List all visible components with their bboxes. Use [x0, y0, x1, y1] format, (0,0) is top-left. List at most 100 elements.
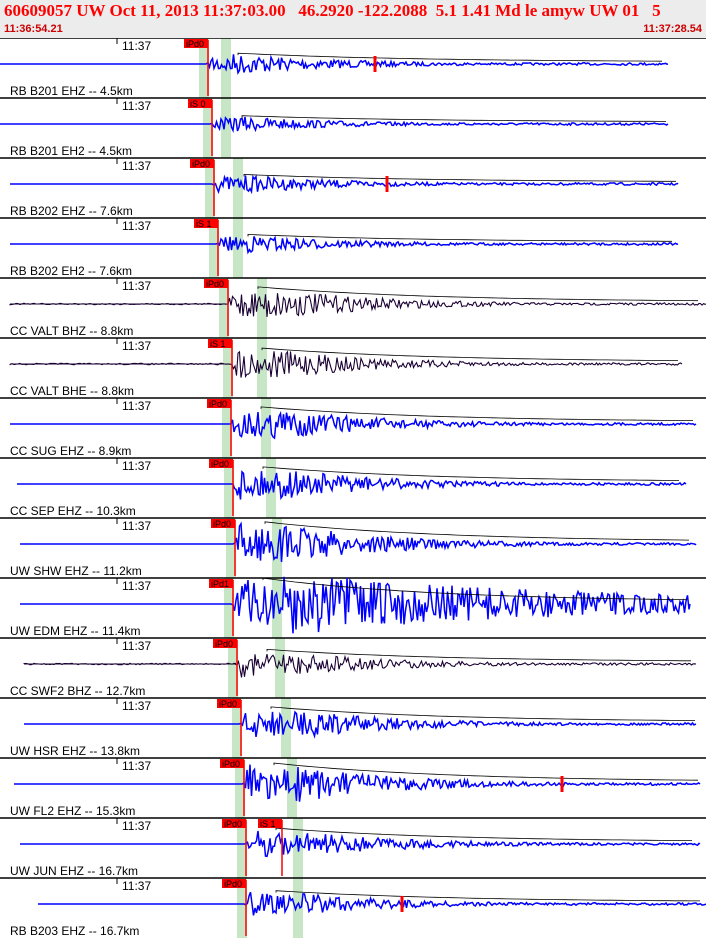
coda-duration-curve — [273, 762, 699, 781]
waveform[interactable] — [0, 116, 669, 134]
pick-flag[interactable] — [222, 879, 246, 888]
pick-flag[interactable] — [220, 759, 244, 768]
pick-flag[interactable] — [207, 399, 231, 408]
waveform[interactable] — [10, 293, 706, 317]
trace-row[interactable]: 11:37 iPd1 UW EDM EHZ -- 11.4km — [0, 576, 706, 638]
waveform[interactable] — [20, 576, 691, 634]
coda-duration-curve — [261, 347, 678, 361]
coda-duration-curve — [266, 648, 691, 662]
pick-flag[interactable] — [209, 579, 233, 588]
coda-duration-curve — [243, 173, 676, 182]
pick-label: iPd0 — [222, 759, 240, 769]
time-tick-label: 11:37 — [122, 639, 151, 653]
trace-row[interactable]: 11:37 iS 1 RB B202 EH2 -- 7.6km — [0, 217, 706, 278]
pick-label: iPd0 — [192, 159, 210, 169]
pick-label: iPd0 — [224, 819, 242, 829]
pick-flag[interactable] — [188, 99, 212, 108]
time-tick-label: 11:37 — [122, 339, 151, 353]
end-time: 11:37:28.54 — [643, 23, 702, 35]
trace-row[interactable]: 11:37 iPd0 CC SUG EHZ -- 8.9km — [0, 397, 706, 458]
coda-duration-curve — [262, 577, 688, 601]
station-label: RB B202 EHZ -- 7.6km — [10, 204, 133, 218]
waveform[interactable] — [20, 521, 697, 562]
coda-end-marker[interactable] — [385, 176, 389, 192]
trace-row[interactable]: 11:37 iS 0 RB B201 EH2 -- 4.5km — [0, 97, 706, 158]
waveform[interactable] — [10, 350, 683, 379]
time-tick-label: 11:37 — [122, 99, 151, 113]
waveform[interactable] — [0, 54, 669, 75]
pick-label: iS 0 — [190, 99, 206, 109]
waveform[interactable] — [20, 830, 701, 858]
pick-flag[interactable] — [208, 339, 232, 348]
coda-duration-curve — [247, 233, 672, 242]
coda-duration-curve — [241, 115, 666, 122]
trace-row[interactable]: 11:37 iPd0 UW HSR EHZ -- 13.8km — [0, 697, 706, 758]
coda-duration-curve — [237, 52, 663, 62]
trace-row[interactable]: 11:37 iPd0 RB B203 EHZ -- 16.7km — [0, 877, 706, 938]
station-label: RB B203 EHZ -- 16.7km — [10, 924, 139, 938]
pick-flag[interactable] — [213, 639, 237, 648]
pick-flag[interactable] — [190, 159, 214, 168]
pick-flag[interactable] — [194, 219, 218, 228]
time-tick-label: 11:37 — [122, 399, 151, 413]
s-pick-flag[interactable] — [258, 819, 282, 828]
waveform[interactable] — [10, 235, 679, 255]
trace-row[interactable]: 11:37 iPd0 iS 1 UW JUN EHZ -- 16.7km — [0, 817, 706, 878]
time-tick-label: 11:37 — [122, 579, 151, 593]
pick-label: iS 1 — [210, 339, 226, 349]
time-tick-label: 11:37 — [122, 279, 151, 293]
pick-flag[interactable] — [211, 519, 235, 528]
station-label: CC SUG EHZ -- 8.9km — [10, 444, 131, 458]
time-tick-label: 11:37 — [122, 819, 151, 833]
waveform[interactable] — [38, 891, 706, 916]
station-label: UW EDM EHZ -- 11.4km — [10, 624, 140, 638]
time-tick-label: 11:37 — [122, 219, 151, 233]
station-label: CC SEP EHZ -- 10.3km — [10, 504, 136, 518]
trace-row[interactable]: 11:37 iPd0 CC VALT BHZ -- 8.8km — [0, 277, 706, 338]
pick-label: iPd0 — [206, 279, 224, 289]
pick-flag[interactable] — [217, 699, 241, 708]
station-label: UW JUN EHZ -- 16.7km — [10, 864, 138, 878]
trace-row[interactable]: 11:37 iPd0 UW FL2 EHZ -- 15.3km — [0, 757, 706, 818]
waveform[interactable] — [17, 470, 687, 501]
pick-label: iPd0 — [219, 699, 237, 709]
pick-flag[interactable] — [222, 819, 246, 828]
waveform[interactable] — [14, 764, 701, 802]
header-bar: 60609057 UW Oct 11, 2013 11:37:03.00 46.… — [0, 0, 706, 38]
trace-row[interactable]: 11:37 iPd0 RB B201 EHZ -- 4.5km — [0, 38, 706, 98]
time-tick-label: 11:37 — [122, 699, 151, 713]
trace-row[interactable]: 11:37 iPd0 RB B202 EHZ -- 7.6km — [0, 157, 706, 218]
start-time: 11:36:54.21 — [4, 23, 63, 35]
trace-row[interactable]: 11:37 iS 1 CC VALT BHE -- 8.8km — [0, 337, 706, 398]
pick-flag[interactable] — [209, 459, 233, 468]
pick-label: iPd0 — [209, 399, 227, 409]
station-label: CC VALT BHE -- 8.8km — [10, 384, 134, 398]
p-phase-band-secondary — [221, 38, 303, 938]
pick-flag[interactable] — [204, 279, 228, 288]
pick-label: iPd0 — [215, 639, 233, 649]
waveform[interactable] — [24, 653, 697, 678]
station-label: RB B201 EH2 -- 4.5km — [10, 144, 132, 158]
time-tick-label: 11:37 — [122, 39, 151, 53]
trace-row[interactable]: 11:37 iPd0 CC SEP EHZ -- 10.3km — [0, 457, 706, 518]
station-label: UW SHW EHZ -- 11.2km — [10, 564, 142, 578]
coda-end-marker[interactable] — [400, 896, 404, 912]
waveform[interactable] — [10, 410, 697, 440]
station-label: RB B201 EHZ -- 4.5km — [10, 84, 133, 98]
pick-label: iPd0 — [186, 39, 204, 49]
trace-row[interactable]: 11:37 iPd0 CC SWF2 BHZ -- 12.7km — [0, 637, 706, 698]
pick-label: iPd0 — [213, 519, 231, 529]
coda-end-marker[interactable] — [373, 56, 377, 72]
coda-duration-curve — [275, 827, 692, 841]
coda-duration-curve — [270, 706, 696, 721]
waveform[interactable] — [10, 174, 679, 195]
waveform[interactable] — [24, 710, 697, 739]
p-phase-band — [199, 38, 247, 938]
time-tick-label: 11:37 — [122, 759, 151, 773]
coda-duration-curve — [260, 406, 693, 421]
pick-flag[interactable] — [184, 39, 208, 48]
pick-label: iPd0 — [224, 879, 242, 889]
coda-end-marker[interactable] — [560, 776, 564, 792]
trace-row[interactable]: 11:37 iPd0 UW SHW EHZ -- 11.2km — [0, 517, 706, 578]
